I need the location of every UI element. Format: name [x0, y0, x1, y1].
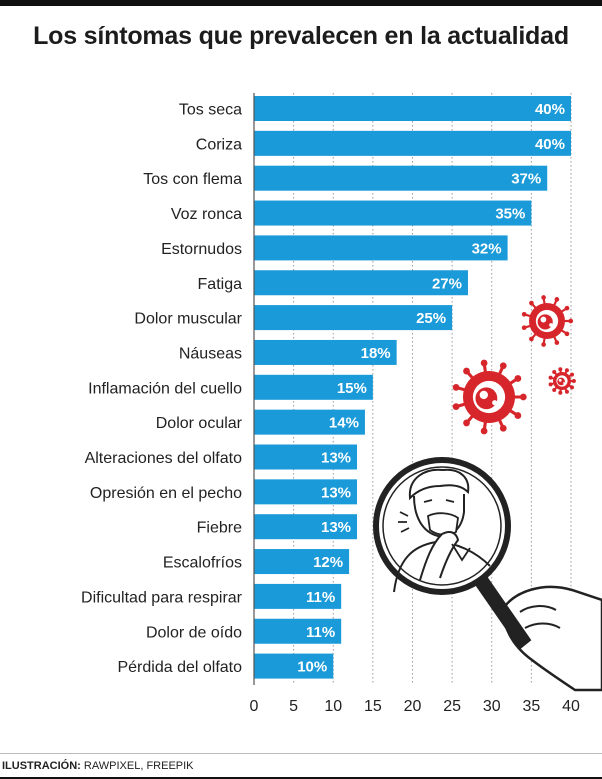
bar [254, 200, 532, 226]
category-label: Náuseas [179, 345, 242, 362]
x-tick-label: 25 [443, 698, 461, 715]
x-tick-label: 0 [250, 698, 259, 715]
category-label: Voz ronca [171, 206, 242, 223]
x-tick-label: 40 [562, 698, 580, 715]
bar [254, 549, 350, 575]
data-label: 18% [361, 345, 391, 362]
x-tick-label: 10 [324, 698, 342, 715]
virus-icon [521, 295, 574, 347]
data-label: 11% [306, 624, 335, 641]
bar [254, 235, 508, 261]
category-label: Escalofríos [163, 555, 242, 572]
category-label: Inflamación del cuello [88, 380, 242, 397]
category-label: Pérdida del olfato [117, 659, 242, 676]
data-label: 13% [321, 484, 351, 501]
top-rule [0, 0, 602, 6]
x-tick-label: 35 [522, 698, 540, 715]
bar [254, 96, 571, 121]
category-label: Coriza [196, 136, 242, 153]
category-label: Tos seca [179, 102, 242, 119]
coughing-person-icon [393, 468, 491, 593]
category-label: Dolor muscular [134, 311, 242, 328]
footer-rule [0, 753, 602, 754]
data-label: 14% [329, 415, 359, 432]
x-tick-label: 20 [404, 698, 422, 715]
bar [254, 305, 453, 331]
bar [254, 409, 365, 435]
data-label: 15% [337, 380, 367, 397]
data-label: 13% [321, 519, 351, 536]
data-label: 37% [511, 171, 541, 188]
data-label: 40% [535, 101, 565, 118]
x-tick-label: 30 [483, 698, 501, 715]
category-label: Estornudos [161, 241, 242, 258]
bar [254, 270, 468, 296]
bars: 40% 40% 37% 35% 32% 27% 25% 18% 15% 14% 13% 13% 13% 1… [254, 96, 571, 679]
category-labels: Tos seca Coriza Tos con flema Voz ronca Esto… [81, 102, 243, 677]
credit-text: RAWPIXEL, FREEPIK [83, 760, 194, 772]
category-label: Tos con flema [143, 171, 242, 188]
x-tick-label: 15 [364, 698, 382, 715]
bar [254, 339, 397, 365]
data-label: 32% [472, 240, 502, 257]
bottom-rule [0, 777, 602, 779]
data-label: 25% [416, 310, 446, 327]
bar [254, 130, 571, 156]
category-label: Dolor de oído [146, 624, 242, 641]
data-label: 10% [297, 659, 327, 676]
data-label: 40% [535, 136, 565, 153]
virus-icon [452, 359, 527, 435]
category-label: Alteraciones del olfato [85, 450, 243, 467]
data-label: 27% [432, 275, 462, 292]
chart-title: Los síntomas que prevalecen en la actual… [33, 22, 569, 50]
category-label: Fatiga [198, 276, 243, 293]
data-label: 13% [321, 450, 351, 467]
bar [254, 374, 373, 400]
bar [254, 479, 358, 505]
bar [254, 583, 342, 609]
bar [254, 165, 548, 191]
bar-chart: 40% 40% 37% 35% 32% 27% 25% 18% 15% 14% 13% 13% 13% 1… [81, 93, 602, 715]
data-label: 11% [306, 589, 335, 606]
x-tick-label: 5 [289, 698, 298, 715]
data-label: 12% [313, 554, 343, 571]
x-axis-ticks: 0 5 10 15 20 25 30 35 40 [250, 698, 580, 715]
bar [254, 618, 342, 644]
data-label: 35% [495, 206, 525, 223]
bar [254, 653, 334, 679]
virus-icon [548, 367, 576, 395]
category-label: Opresión en el pecho [90, 485, 242, 502]
bar [254, 514, 358, 540]
category-label: Dolor ocular [156, 415, 243, 432]
credit-label: ILUSTRACIÓN: [2, 760, 81, 772]
category-label: Fiebre [197, 520, 242, 537]
bar [254, 444, 358, 470]
category-label: Dificultad para respirar [81, 589, 243, 606]
credit: ILUSTRACIÓN: RAWPIXEL, FREEPIK [2, 760, 194, 772]
